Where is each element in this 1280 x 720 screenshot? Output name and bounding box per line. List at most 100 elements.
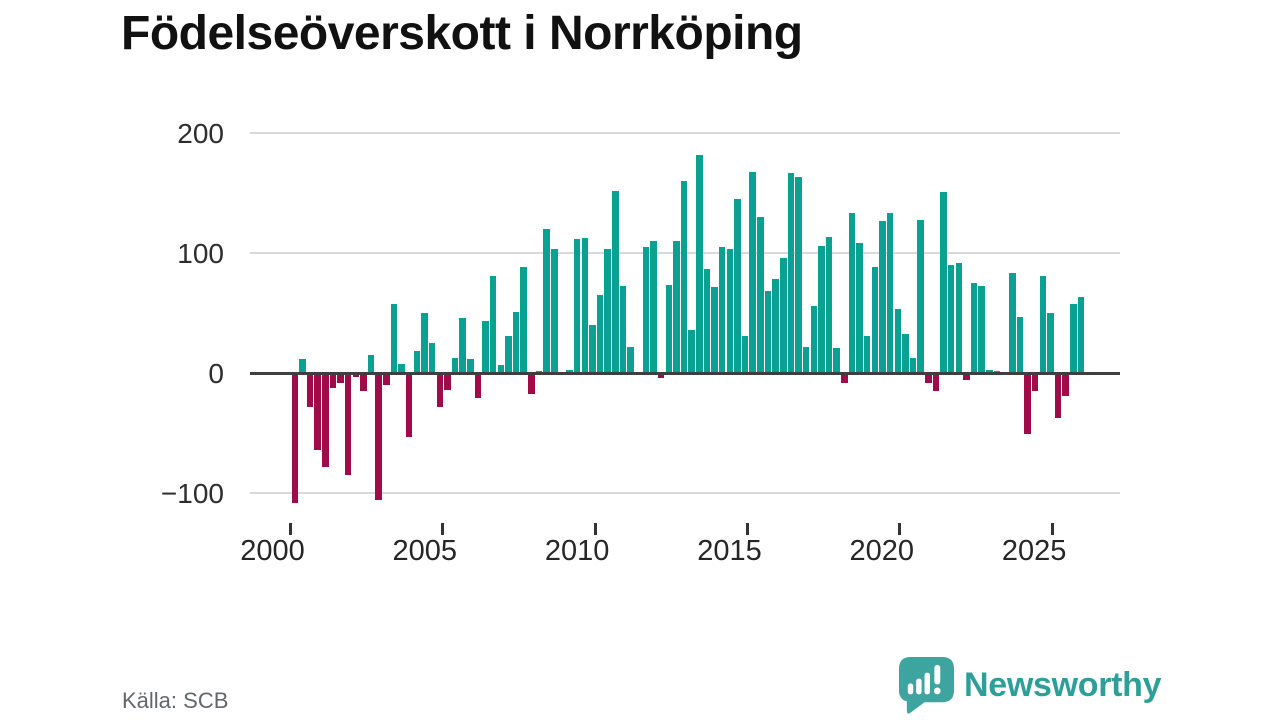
bar-2025Q1 [1054,373,1062,418]
bar-2018Q2 [848,212,856,374]
bar-2003Q3 [398,363,405,374]
bar-2020Q1 [902,333,909,374]
bar-2002Q4 [375,373,382,501]
bar-2005Q1 [444,373,451,391]
bar-2015Q4 [772,278,779,374]
bar-2009Q2 [573,238,581,374]
bar-2025Q3 [1070,303,1077,374]
bar-2006Q4 [497,364,505,374]
bar-2014Q2 [726,248,734,374]
bar-2017Q3 [825,236,833,374]
bar-2006Q3 [489,276,497,374]
y-axis-label--100: −100 [160,478,224,510]
bar-2019Q1 [871,266,879,374]
bar-2016Q4 [802,346,810,374]
bar-2017Q1 [810,306,818,374]
bar-2021Q4 [955,262,963,374]
x-tick-2000 [289,523,292,535]
bar-2008Q2 [543,229,550,374]
x-axis-label-2005: 2005 [392,535,458,567]
bar-2000Q2 [299,358,306,374]
bar-2007Q1 [505,336,512,374]
bar-2010Q2 [604,248,611,374]
bar-2002Q3 [367,355,375,374]
bar-2020Q2 [909,357,917,374]
bar-2020Q4 [925,373,932,383]
bar-2025Q4 [1077,296,1085,374]
bar-2014Q3 [734,199,741,374]
bar-2005Q4 [467,358,474,374]
bar-2012Q3 [673,241,680,374]
x-axis-label-2020: 2020 [849,535,915,567]
bar-2015Q3 [764,290,772,374]
bar-2003Q2 [390,303,398,374]
bar-2013Q3 [703,268,711,374]
bar-2007Q2 [512,312,520,374]
bar-2004Q4 [436,373,444,407]
bar-2021Q3 [947,265,955,374]
bar-2017Q2 [818,246,825,374]
bar-2004Q2 [421,313,428,374]
y-axis-label-200: 200 [177,118,224,150]
bar-2005Q2 [451,357,459,374]
bar-2015Q2 [757,217,764,374]
zero-line [250,371,1120,375]
bar-2024Q1 [1024,373,1031,435]
chart-title: Födelseöverskott i Norrköping [121,7,803,60]
bar-2014Q4 [741,336,749,374]
x-tick-2020 [898,523,902,535]
bar-2004Q1 [413,350,421,374]
bar-2006Q2 [482,320,489,374]
bar-2000Q4 [314,373,321,451]
bar-2010Q3 [612,190,619,374]
bar-2001Q3 [337,373,344,383]
x-axis-label-2025: 2025 [1001,535,1067,567]
bar-2008Q3 [551,248,558,374]
bar-2012Q1 [657,373,665,379]
bar-2006Q1 [474,373,482,399]
bar-2003Q1 [383,373,390,386]
bar-2000Q3 [306,373,314,407]
bar-2000Q1 [291,373,298,503]
gridline-200 [250,132,1120,135]
bar-2022Q2 [970,283,978,374]
bar-2015Q1 [749,171,756,374]
bar-2009Q1 [566,369,573,374]
bar-2011Q1 [627,346,634,374]
bar-2001Q1 [322,373,329,467]
bar-2002Q1 [352,373,360,377]
bar-2010Q1 [596,295,604,374]
newsworthy-logo: Newsworthy [897,655,1162,715]
bar-2009Q3 [581,237,589,374]
bar-2018Q1 [841,373,848,383]
bar-2016Q1 [780,258,787,374]
bar-2001Q2 [329,373,337,388]
bar-2024Q4 [1047,313,1054,374]
bar-2023Q4 [1016,316,1024,374]
bar-2022Q1 [963,373,970,381]
bar-2018Q4 [863,336,871,374]
bar-2021Q1 [932,373,940,392]
x-tick-2010 [593,523,597,535]
x-tick-2005 [441,523,445,535]
y-axis-label-0: 0 [208,358,224,390]
bar-2020Q3 [917,219,924,374]
bar-2022Q3 [978,285,985,374]
bar-2012Q4 [680,181,688,374]
x-axis-label-2000: 2000 [240,535,305,567]
bar-2010Q4 [619,285,627,374]
newsworthy-wordmark: Newsworthy [964,666,1162,704]
bar-2024Q2 [1031,373,1039,392]
bar-2007Q4 [528,373,535,394]
y-axis-label-100: 100 [177,238,224,270]
bar-2019Q2 [879,220,886,374]
bar-2014Q1 [718,247,726,374]
bar-2005Q3 [459,318,466,374]
bar-2017Q4 [833,348,840,374]
bar-2007Q3 [520,266,527,374]
bar-2025Q2 [1062,373,1069,397]
bar-2011Q3 [642,247,650,374]
bar-2012Q2 [665,284,673,374]
